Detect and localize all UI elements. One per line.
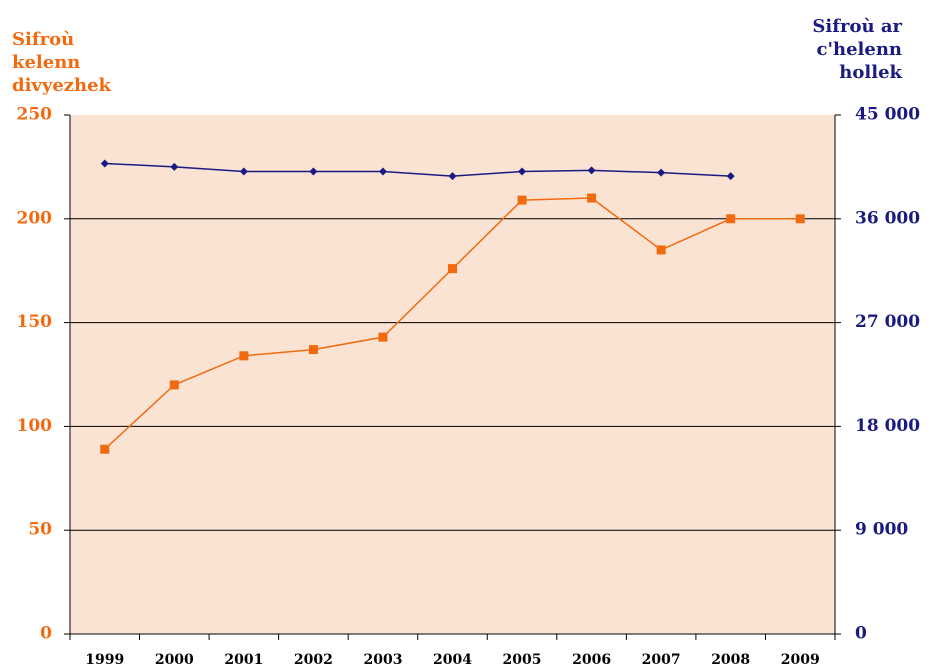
marker [239,167,248,176]
marker [587,193,597,203]
marker [378,332,388,342]
marker [448,172,457,181]
marker [448,264,457,274]
y2-tick-label: 27 000 [855,312,920,332]
x-tick-label: 2009 [781,652,820,667]
y2-axis-title: Sifroù ar [812,16,902,37]
x-tick-label: 2007 [642,652,681,667]
marker [308,345,318,355]
marker [726,172,735,181]
marker [587,166,596,175]
marker [100,444,110,454]
marker [169,380,179,390]
x-tick-label: 1999 [85,652,124,667]
marker [309,167,318,176]
y2-axis-title: hollek [839,62,902,83]
y2-axis-title: c'helenn [817,39,902,60]
x-tick-label: 2008 [711,652,750,667]
y-tick-label: 50 [28,520,52,540]
marker [656,245,666,255]
x-tick-label: 2005 [503,652,542,667]
y2-tick-label: 18 000 [855,416,920,436]
marker [795,214,805,224]
y-tick-label: 100 [17,416,53,436]
x-tick-label: 2004 [433,652,472,667]
marker [657,168,666,177]
y2-tick-label: 9 000 [855,520,908,540]
marker [170,162,179,171]
x-tick-label: 2000 [155,652,194,667]
y-tick-label: 150 [17,312,53,332]
y-tick-label: 250 [17,105,53,125]
x-tick-label: 2001 [224,652,263,667]
y2-tick-label: 45 000 [855,105,920,125]
marker [100,159,109,168]
plot-area [70,115,835,634]
marker [378,167,387,176]
marker [726,214,736,224]
y-axis-title: kelenn [12,52,80,73]
marker [517,195,527,205]
x-tick-label: 2003 [363,652,402,667]
x-tick-label: 2002 [294,652,333,667]
y-axis-title: Sifroù [12,29,74,50]
marker [239,351,249,361]
y-axis-title: divyezhek [12,75,112,96]
y2-tick-label: 36 000 [855,208,920,228]
x-tick-label: 2006 [572,652,611,667]
series-line [104,162,731,177]
y2-tick-label: 0 [855,624,867,644]
marker [518,167,527,176]
y-tick-label: 0 [40,624,52,644]
y-tick-label: 200 [17,208,53,228]
